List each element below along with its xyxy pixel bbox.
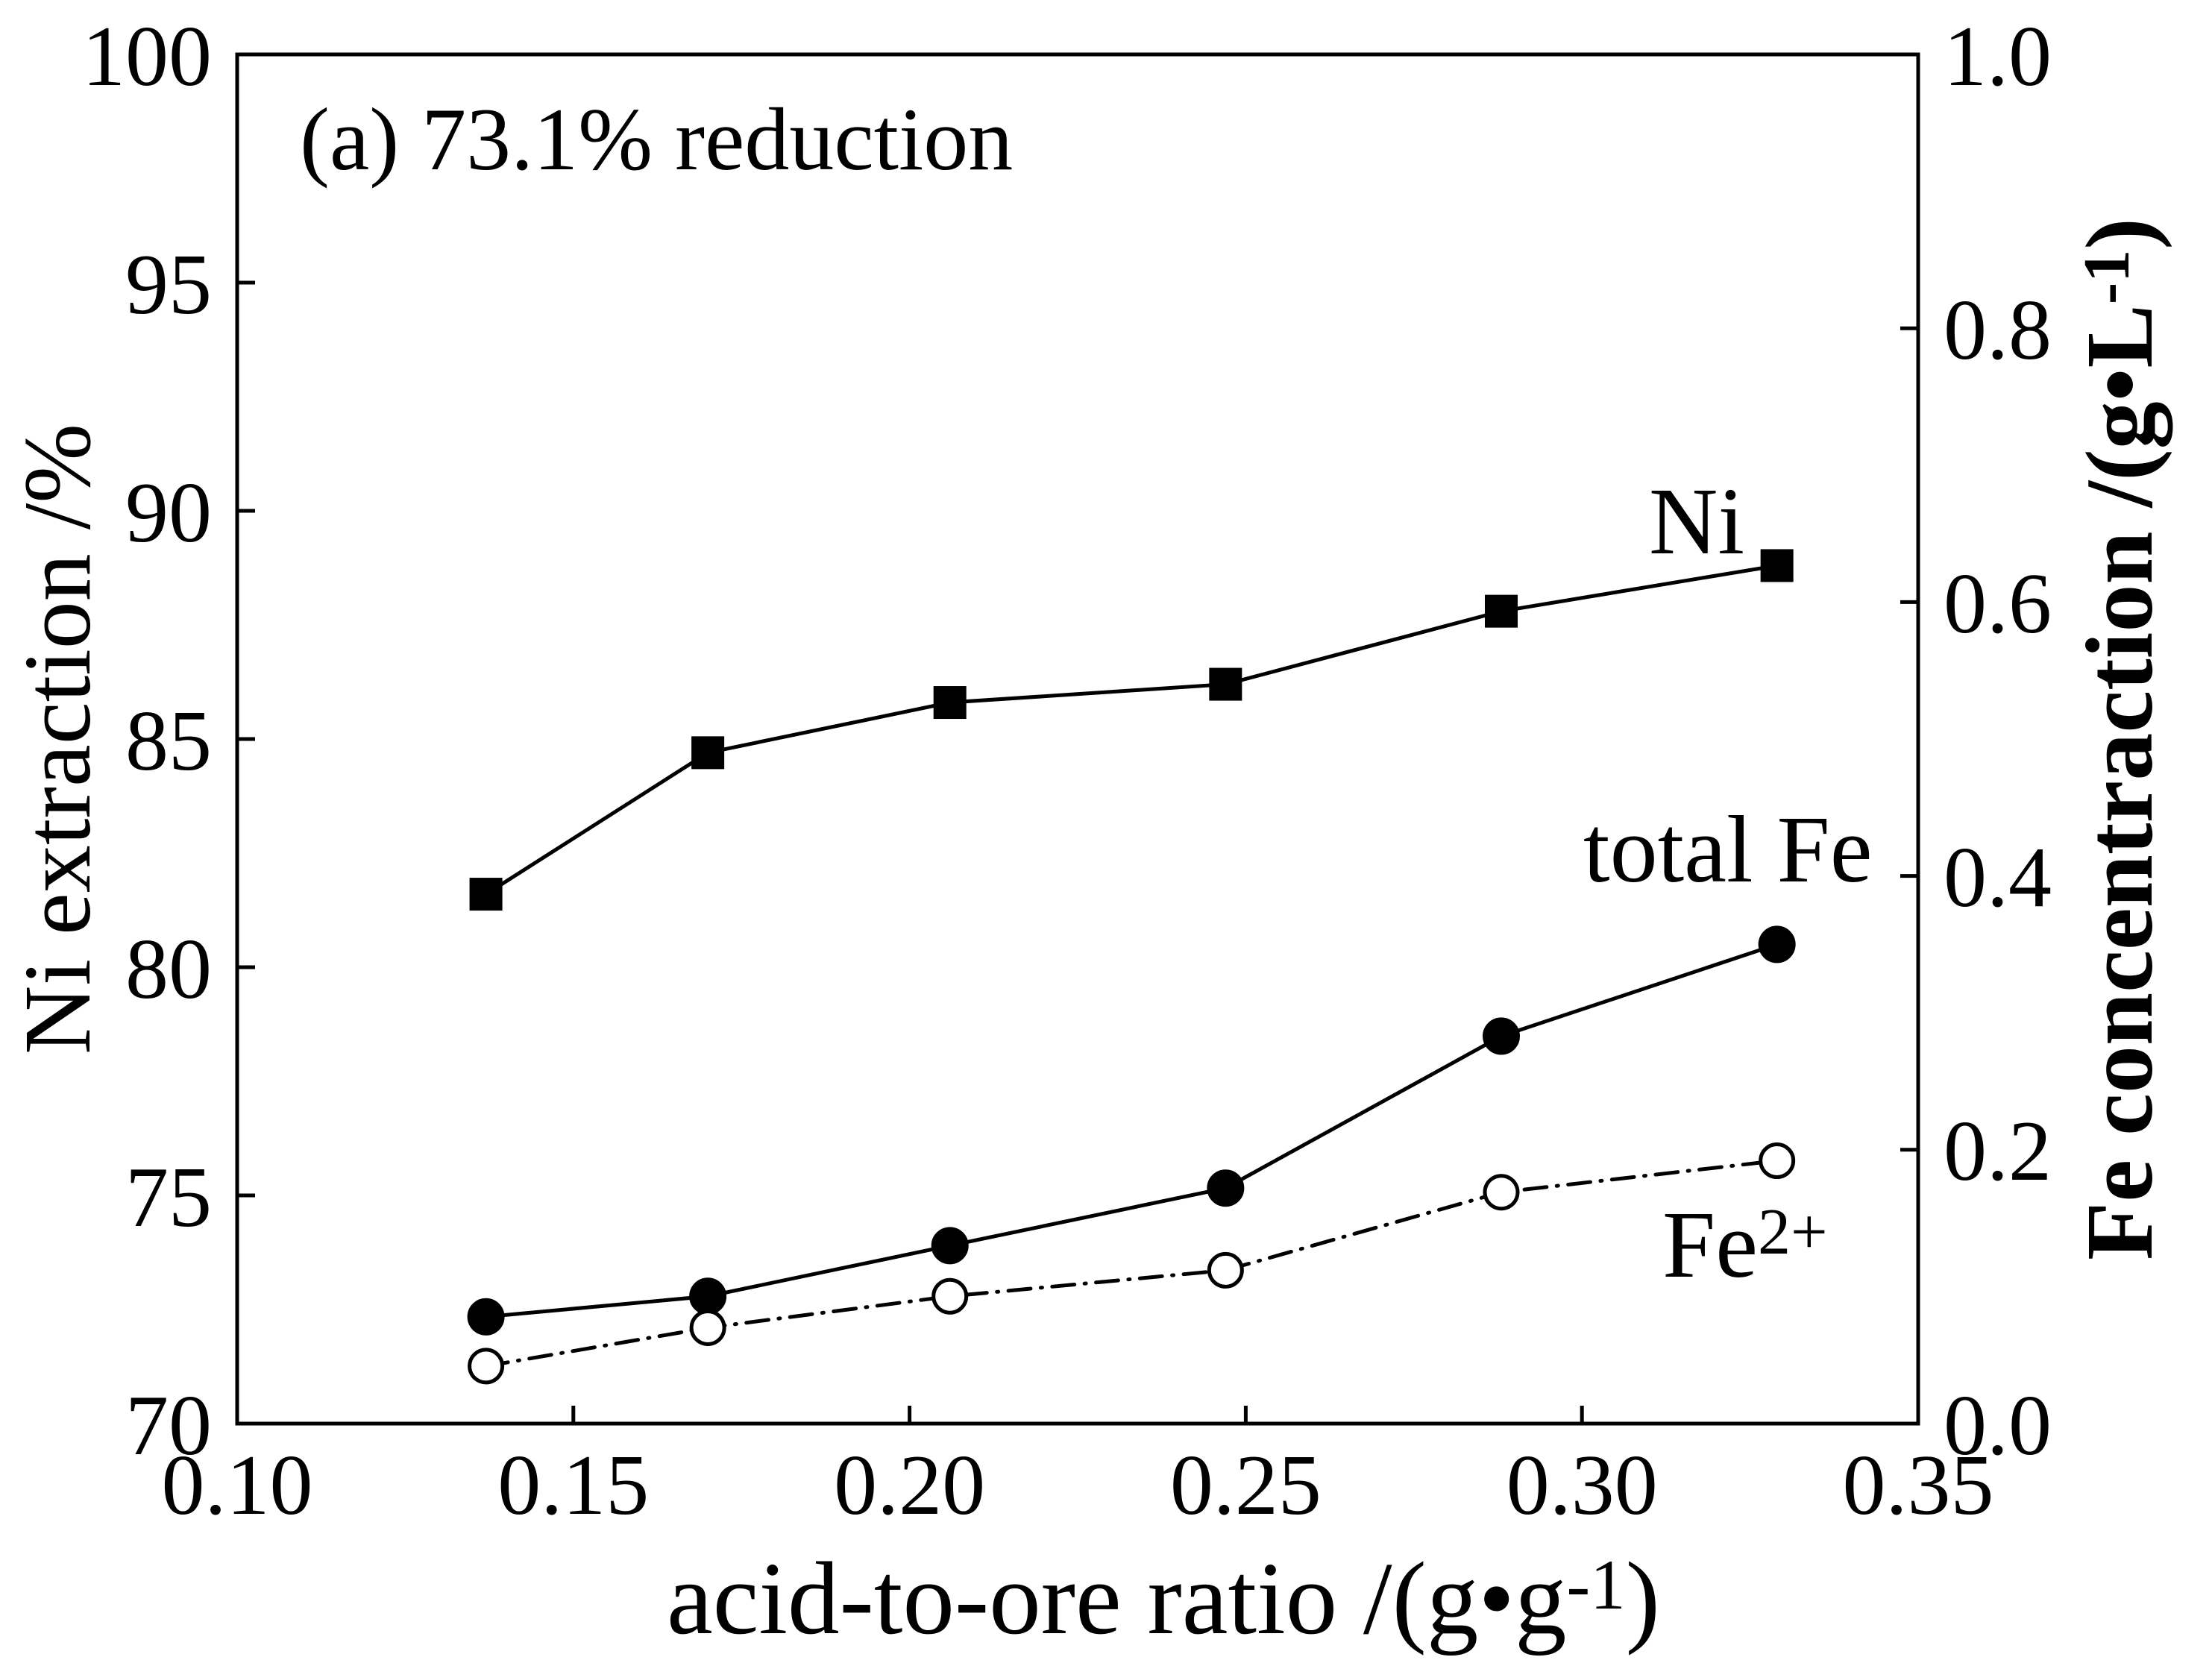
svg-text:0.10: 0.10	[162, 1438, 313, 1533]
svg-text:95: 95	[125, 237, 212, 333]
svg-text:(a) 73.1% reduction: (a) 73.1% reduction	[300, 89, 1013, 189]
svg-text:0.8: 0.8	[1944, 283, 2052, 378]
svg-text:0.15: 0.15	[497, 1438, 649, 1533]
svg-text:0.25: 0.25	[1170, 1438, 1322, 1533]
svg-text:1.0: 1.0	[1944, 9, 2052, 104]
svg-text:Ni: Ni	[1649, 468, 1744, 574]
svg-text:0.20: 0.20	[834, 1438, 985, 1533]
svg-text:0.4: 0.4	[1944, 830, 2052, 925]
svg-text:75: 75	[125, 1150, 212, 1245]
svg-text:0.30: 0.30	[1506, 1438, 1658, 1533]
svg-text:acid-to-ore ratio /(g•g-1): acid-to-ore ratio /(g•g-1)	[667, 1541, 1660, 1656]
svg-text:90: 90	[125, 465, 212, 561]
svg-text:85: 85	[125, 694, 212, 789]
svg-text:0.6: 0.6	[1944, 556, 2052, 652]
svg-text:0.35: 0.35	[1843, 1438, 1994, 1533]
svg-text:100: 100	[82, 9, 212, 104]
svg-text:Fe concentraction /(g•L-1): Fe concentraction /(g•L-1)	[2067, 218, 2172, 1260]
svg-text:Ni extraction /%: Ni extraction /%	[4, 424, 110, 1054]
svg-text:0.2: 0.2	[1944, 1104, 2052, 1199]
svg-text:total Fe: total Fe	[1583, 796, 1873, 902]
svg-text:80: 80	[125, 922, 212, 1017]
svg-text:Fe2+: Fe2+	[1662, 1192, 1828, 1298]
